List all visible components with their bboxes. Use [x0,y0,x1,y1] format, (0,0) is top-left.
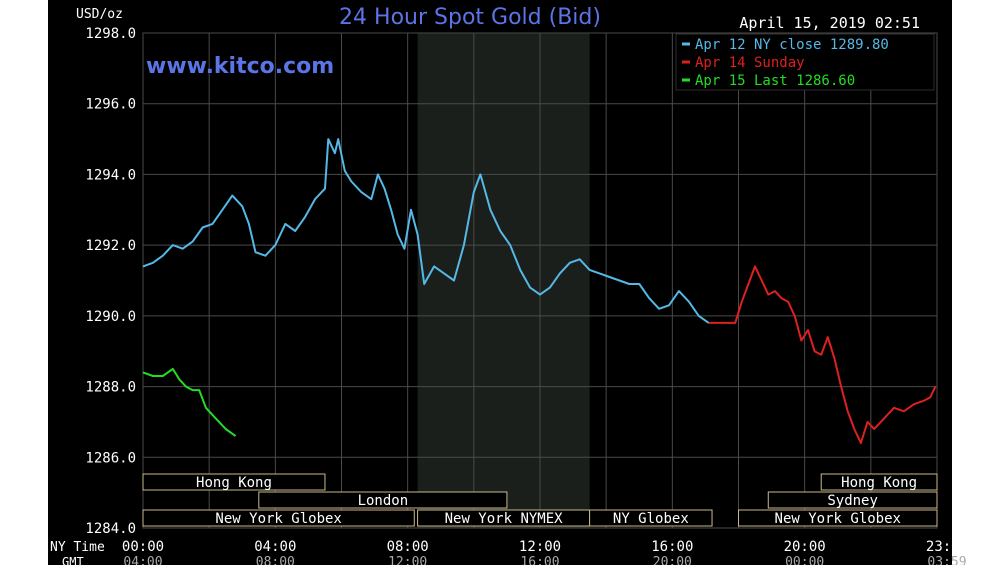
session-bars: Hong Kong London New York Globex New York N… [142,473,938,527]
session-label: London [358,493,409,509]
series-line [142,138,710,324]
series-line [708,265,937,445]
y-tick-label: 1298.0 [85,26,136,42]
session-label: New York Globex [775,511,901,527]
legend-entry: Apr 12 NY close 1289.80 [695,37,889,53]
x-axis-label-gmt: GMT [62,555,84,565]
session-label: Hong Kong [196,475,272,491]
x-tick-label: 08:00 [387,539,429,555]
x-tick-label: 04:00 [254,539,296,555]
session-box [142,509,415,527]
y-tick-label: 1286.0 [85,450,136,466]
session-label: Hong Kong [841,475,917,491]
session-label: New York Globex [215,511,341,527]
y-tick-label: 1296.0 [85,97,136,113]
session-bar: NY Globex [589,509,713,527]
session-label: Sydney [827,493,878,509]
y-tick-label: 1288.0 [85,380,136,396]
gmt-tick-label: 08:00 [256,555,295,565]
x-axis-label: NY Time [50,540,105,555]
legend-entry: Apr 15 Last 1286.60 [695,73,855,89]
gmt-tick-label: 00:00 [785,555,824,565]
timestamp: April 15, 2019 02:51 [739,14,920,32]
gmt-tick-label: 03:59 [927,555,966,565]
session-bar: Hong Kong [820,473,938,491]
series-line [142,367,237,437]
x-tick-label: 00:00 [122,539,164,555]
x-tick-label: 23:59 [926,539,968,555]
gmt-tick-label: 12:00 [388,555,427,565]
x-tick-label: 12:00 [519,539,561,555]
x-tick-label: 20:00 [784,539,826,555]
session-box [767,491,938,509]
legend-entry: Apr 14 Sunday [695,55,805,71]
y-axis-unit: USD/oz [76,7,123,22]
session-box [820,473,938,491]
x-tick-label: 16:00 [651,539,693,555]
grid [142,32,938,529]
session-label: New York NYMEX [445,511,564,527]
session-bar: Hong Kong [142,473,326,491]
legend-box [675,33,935,91]
chart-title: 24 Hour Spot Gold (Bid) [339,5,601,30]
session-label: NY Globex [613,511,689,527]
series-lines [142,138,937,445]
session-box [258,491,508,509]
session-bar: New York NYMEX [417,509,591,527]
y-tick-label: 1284.0 [85,521,136,537]
market-hours-shading [417,33,590,528]
session-bar: London [258,491,508,509]
legend: Apr 12 NY close 1289.80 Apr 14 Sunday Apr … [675,33,935,91]
gmt-tick-label: 20:00 [653,555,692,565]
watermark: www.kitco.com [146,54,334,79]
y-tick-label: 1294.0 [85,167,136,183]
y-tick-label: 1292.0 [85,238,136,254]
session-box [589,509,713,527]
shaded-region [417,33,590,528]
axis-labels: 1298.0 1296.0 1294.0 1292.0 1290.0 1288.0 1286… [85,26,968,565]
y-tick-label: 1290.0 [85,309,136,325]
session-bar: New York Globex [142,509,415,527]
session-bar: Sydney [767,491,938,509]
session-box [142,473,326,491]
gmt-tick-label: 04:00 [123,555,162,565]
session-box [738,509,938,527]
gmt-tick-label: 16:00 [520,555,559,565]
session-bar: New York Globex [738,509,938,527]
